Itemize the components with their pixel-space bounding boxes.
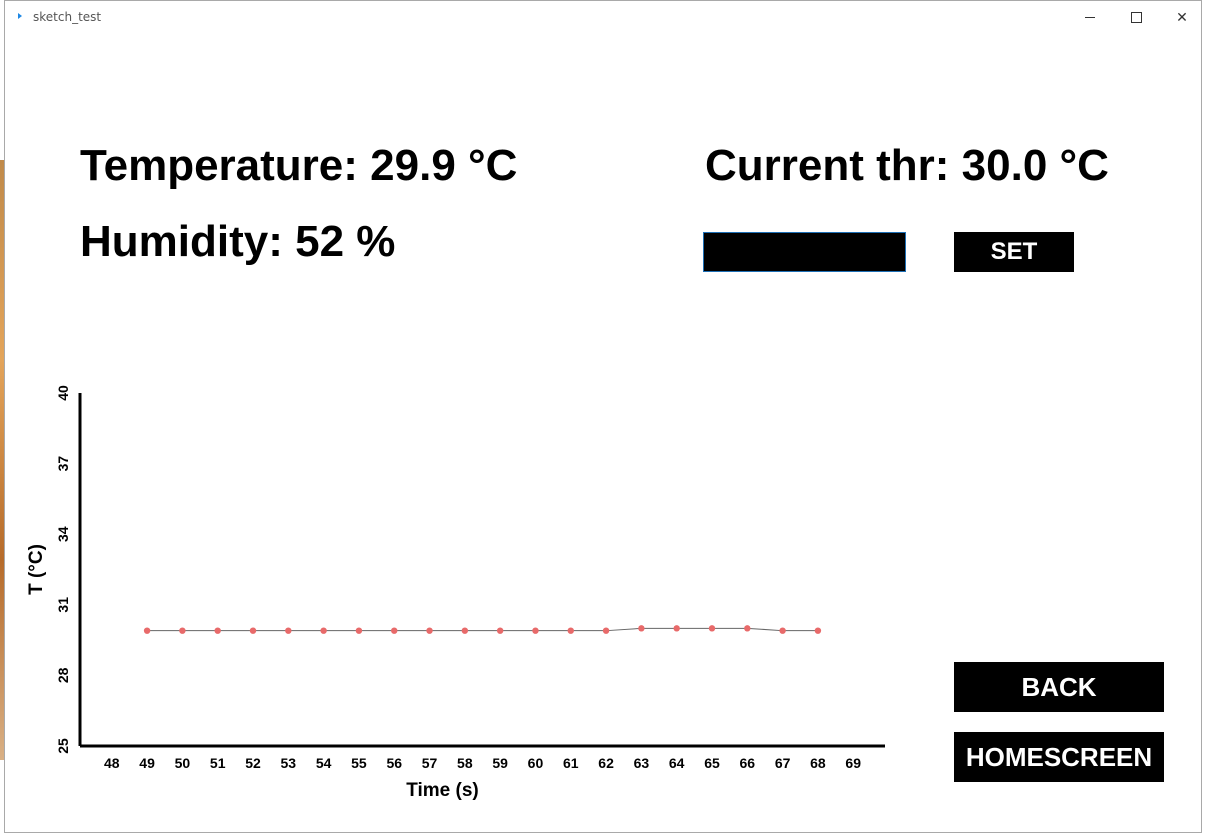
back-button[interactable]: BACK bbox=[954, 662, 1164, 712]
x-tick-label: 58 bbox=[457, 755, 473, 771]
x-tick-label: 53 bbox=[281, 755, 297, 771]
x-tick-label: 56 bbox=[386, 755, 402, 771]
data-point bbox=[391, 627, 398, 634]
data-point bbox=[249, 627, 257, 634]
x-tick-label: 51 bbox=[210, 755, 226, 771]
maximize-icon bbox=[1130, 11, 1142, 23]
data-point bbox=[673, 625, 680, 632]
y-tick-label: 28 bbox=[55, 667, 71, 683]
desktop-background bbox=[0, 160, 4, 760]
y-axis-label: T (°C) bbox=[26, 544, 47, 595]
data-point bbox=[814, 627, 822, 634]
set-button[interactable]: SET bbox=[954, 232, 1074, 272]
humidity-reading: Humidity: 52 % bbox=[80, 217, 396, 266]
data-point bbox=[638, 625, 645, 632]
x-tick-label: 48 bbox=[104, 755, 120, 771]
data-point bbox=[532, 627, 539, 634]
data-point bbox=[461, 627, 469, 634]
maximize-button[interactable] bbox=[1113, 1, 1159, 33]
homescreen-button[interactable]: HOMESCREEN bbox=[954, 732, 1164, 782]
x-tick-label: 64 bbox=[669, 755, 685, 771]
x-tick-label: 66 bbox=[740, 755, 756, 771]
close-icon: ✕ bbox=[1176, 8, 1188, 25]
x-tick-label: 49 bbox=[139, 755, 155, 771]
title-bar: sketch_test ✕ bbox=[5, 1, 1201, 33]
x-tick-label: 60 bbox=[528, 755, 544, 771]
data-point bbox=[602, 627, 610, 634]
app-window: sketch_test ✕ Temperature: 29.9 °C Humid… bbox=[4, 0, 1202, 833]
y-tick-label: 31 bbox=[55, 597, 71, 613]
x-tick-label: 61 bbox=[563, 755, 579, 771]
y-tick-label: 25 bbox=[55, 738, 71, 754]
x-tick-label: 55 bbox=[351, 755, 367, 771]
data-point bbox=[355, 627, 363, 634]
x-tick-label: 65 bbox=[704, 755, 720, 771]
data-point bbox=[285, 627, 292, 634]
temperature-chart: 25 28 31 34 37 40 48 49 50 51 52 53 54 55 56 57 58 59 60 61… bbox=[26, 385, 885, 801]
x-tick-label: 69 bbox=[845, 755, 861, 771]
x-tick-label: 59 bbox=[492, 755, 508, 771]
data-point bbox=[426, 627, 433, 634]
minimize-icon bbox=[1085, 16, 1095, 18]
data-point bbox=[779, 627, 786, 634]
y-tick-label: 40 bbox=[55, 385, 71, 401]
y-tick-label: 37 bbox=[55, 456, 71, 472]
data-point bbox=[496, 627, 504, 634]
data-point bbox=[179, 627, 186, 634]
data-point bbox=[744, 625, 751, 632]
data-point bbox=[214, 627, 221, 634]
x-tick-label: 68 bbox=[810, 755, 826, 771]
series-line bbox=[147, 627, 818, 632]
x-tick-label: 57 bbox=[422, 755, 438, 771]
current-threshold-reading: Current thr: 30.0 °C bbox=[705, 141, 1109, 190]
x-tick-label: 52 bbox=[245, 755, 261, 771]
window-title: sketch_test bbox=[33, 10, 102, 24]
close-button[interactable]: ✕ bbox=[1159, 1, 1205, 33]
data-point bbox=[143, 627, 151, 634]
x-tick-label: 50 bbox=[175, 755, 191, 771]
x-axis-label: Time (s) bbox=[406, 780, 479, 801]
x-tick-label: 67 bbox=[775, 755, 791, 771]
x-tick-label: 63 bbox=[634, 755, 650, 771]
minimize-button[interactable] bbox=[1067, 1, 1113, 33]
x-tick-label: 54 bbox=[316, 755, 332, 771]
temperature-reading: Temperature: 29.9 °C bbox=[80, 141, 518, 190]
app-icon bbox=[18, 13, 22, 19]
x-tick-label: 62 bbox=[598, 755, 614, 771]
threshold-input[interactable] bbox=[703, 232, 906, 272]
data-point bbox=[320, 627, 327, 634]
data-point bbox=[567, 627, 574, 634]
y-tick-label: 34 bbox=[55, 526, 71, 542]
data-point bbox=[708, 625, 716, 632]
